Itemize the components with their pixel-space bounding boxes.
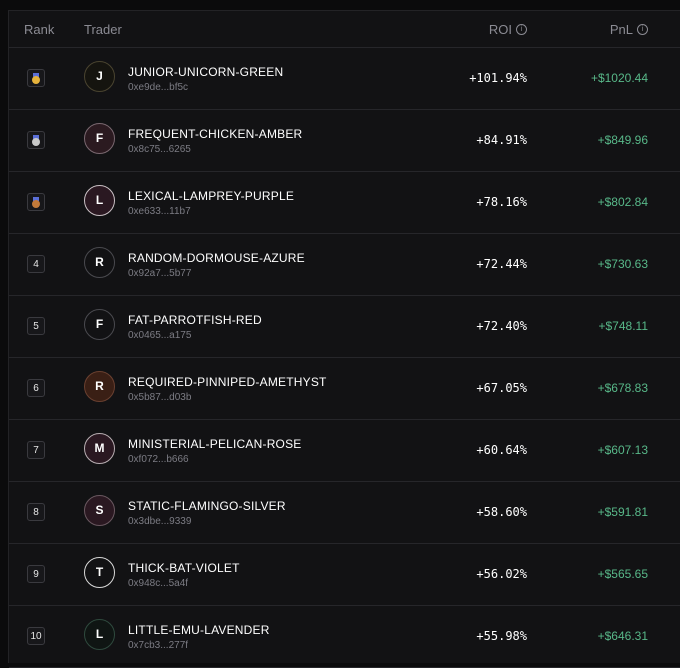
table-row[interactable]: J JUNIOR-UNICORN-GREEN 0xe9de...bf5c +10… — [9, 48, 680, 110]
trader-address[interactable]: 0x3dbe...9339 — [128, 516, 192, 527]
roi-value: +78.16% — [476, 195, 527, 209]
pnl-value: +$678.83 — [597, 381, 648, 395]
rank-badge — [27, 69, 45, 87]
rank-badge: 8 — [27, 503, 45, 521]
trader-name[interactable]: MINISTERIAL-PELICAN-ROSE — [128, 437, 302, 451]
trader-name[interactable]: FREQUENT-CHICKEN-AMBER — [128, 127, 303, 141]
trader-address[interactable]: 0x92a7...5b77 — [128, 268, 192, 279]
trader-name[interactable]: LITTLE-EMU-LAVENDER — [128, 623, 270, 637]
pnl-info-icon[interactable]: i — [637, 24, 648, 35]
rank-number: 10 — [30, 631, 42, 642]
trader-name[interactable]: JUNIOR-UNICORN-GREEN — [128, 65, 284, 79]
table-row[interactable]: 7 M MINISTERIAL-PELICAN-ROSE 0xf072...b6… — [9, 420, 680, 482]
table-row[interactable]: 8 S STATIC-FLAMINGO-SILVER 0x3dbe...9339… — [9, 482, 680, 544]
pnl-value: +$748.11 — [598, 319, 649, 333]
header-roi-label: ROI — [488, 22, 512, 37]
bronze-medal-icon — [32, 197, 40, 208]
table-header: Rank Trader ROI i PnL i — [9, 11, 680, 48]
rank-number: 6 — [33, 383, 39, 394]
avatar[interactable]: L — [84, 619, 115, 650]
medal-disc — [32, 200, 40, 208]
table-row[interactable]: L LEXICAL-LAMPREY-PURPLE 0xe633...11b7 +… — [9, 172, 680, 234]
pnl-value: +$565.65 — [597, 567, 648, 581]
header-trader: Trader — [84, 22, 122, 37]
silver-medal-icon — [32, 135, 40, 146]
rank-badge: 10 — [27, 627, 45, 645]
medal-ribbon — [33, 135, 39, 139]
rank-number: 5 — [33, 321, 39, 332]
header-pnl[interactable]: PnL i — [610, 22, 648, 37]
rank-badge — [27, 193, 45, 211]
table-row[interactable]: 9 T THICK-BAT-VIOLET 0x948c...5a4f +56.0… — [9, 544, 680, 606]
trader-name[interactable]: STATIC-FLAMINGO-SILVER — [128, 499, 286, 513]
header-roi[interactable]: ROI i — [489, 22, 527, 37]
trader-address[interactable]: 0x8c75...6265 — [128, 144, 191, 155]
rank-number: 9 — [33, 569, 39, 580]
rank-badge: 7 — [27, 441, 45, 459]
avatar[interactable]: R — [84, 371, 115, 402]
trader-address[interactable]: 0x5b87...d03b — [128, 392, 192, 403]
roi-value: +72.40% — [476, 319, 527, 333]
table-row[interactable]: 5 F FAT-PARROTFISH-RED 0x0465...a175 +72… — [9, 296, 680, 358]
trader-name[interactable]: REQUIRED-PINNIPED-AMETHYST — [128, 375, 327, 389]
avatar[interactable]: T — [84, 557, 115, 588]
roi-value: +84.91% — [476, 133, 527, 147]
table-row[interactable]: 6 R REQUIRED-PINNIPED-AMETHYST 0x5b87...… — [9, 358, 680, 420]
roi-value: +58.60% — [476, 505, 527, 519]
roi-value: +56.02% — [476, 567, 527, 581]
trader-address[interactable]: 0x948c...5a4f — [128, 578, 189, 589]
trader-address[interactable]: 0x7cb3...277f — [128, 640, 189, 651]
medal-ribbon — [33, 197, 39, 201]
trader-name[interactable]: FAT-PARROTFISH-RED — [128, 313, 262, 327]
pnl-value: +$849.96 — [597, 133, 648, 147]
rank-badge — [27, 131, 45, 149]
header-rank[interactable]: Rank — [24, 22, 55, 37]
pnl-value: +$591.81 — [597, 505, 648, 519]
gold-medal-icon — [32, 73, 40, 84]
trader-address[interactable]: 0xe633...11b7 — [128, 206, 191, 217]
trader-address[interactable]: 0xf072...b666 — [128, 454, 189, 465]
trader-name[interactable]: RANDOM-DORMOUSE-AZURE — [128, 251, 305, 265]
avatar[interactable]: M — [84, 433, 115, 464]
table-row[interactable]: 4 R RANDOM-DORMOUSE-AZURE 0x92a7...5b77 … — [9, 234, 680, 296]
avatar[interactable]: S — [84, 495, 115, 526]
rank-number: 4 — [33, 259, 39, 270]
trader-address[interactable]: 0xe9de...bf5c — [128, 82, 189, 93]
rank-badge: 6 — [27, 379, 45, 397]
avatar[interactable]: F — [84, 309, 115, 340]
medal-ribbon — [33, 73, 39, 77]
header-pnl-label: PnL — [609, 22, 633, 37]
rank-badge: 4 — [27, 255, 45, 273]
pnl-value: +$802.84 — [597, 195, 648, 209]
roi-value: +101.94% — [469, 71, 527, 85]
rank-badge: 9 — [27, 565, 45, 583]
roi-value: +67.05% — [476, 381, 527, 395]
pnl-value: +$607.13 — [597, 443, 648, 457]
rank-number: 8 — [33, 507, 39, 518]
roi-value: +60.64% — [476, 443, 527, 457]
avatar[interactable]: R — [84, 247, 115, 278]
roi-info-icon[interactable]: i — [516, 24, 527, 35]
avatar[interactable]: L — [84, 185, 115, 216]
pnl-value: +$730.63 — [597, 257, 648, 271]
left-gutter — [0, 0, 8, 662]
trader-name[interactable]: THICK-BAT-VIOLET — [128, 561, 240, 575]
rank-number: 7 — [33, 445, 39, 456]
trader-address[interactable]: 0x0465...a175 — [128, 330, 192, 341]
pnl-value: +$1020.44 — [590, 71, 648, 85]
roi-value: +72.44% — [476, 257, 527, 271]
rank-badge: 5 — [27, 317, 45, 335]
roi-value: +55.98% — [476, 629, 527, 643]
medal-disc — [32, 76, 40, 84]
table-row[interactable]: 10 L LITTLE-EMU-LAVENDER 0x7cb3...277f +… — [9, 606, 680, 668]
leaderboard-table: Rank Trader ROI i PnL i J JUNIOR-UNICORN… — [8, 10, 680, 668]
trader-name[interactable]: LEXICAL-LAMPREY-PURPLE — [128, 189, 295, 203]
table-row[interactable]: F FREQUENT-CHICKEN-AMBER 0x8c75...6265 +… — [9, 110, 680, 172]
table-body: J JUNIOR-UNICORN-GREEN 0xe9de...bf5c +10… — [9, 48, 680, 668]
avatar[interactable]: J — [84, 61, 115, 92]
medal-disc — [32, 138, 40, 146]
avatar[interactable]: F — [84, 123, 115, 154]
pnl-value: +$646.31 — [597, 629, 648, 643]
